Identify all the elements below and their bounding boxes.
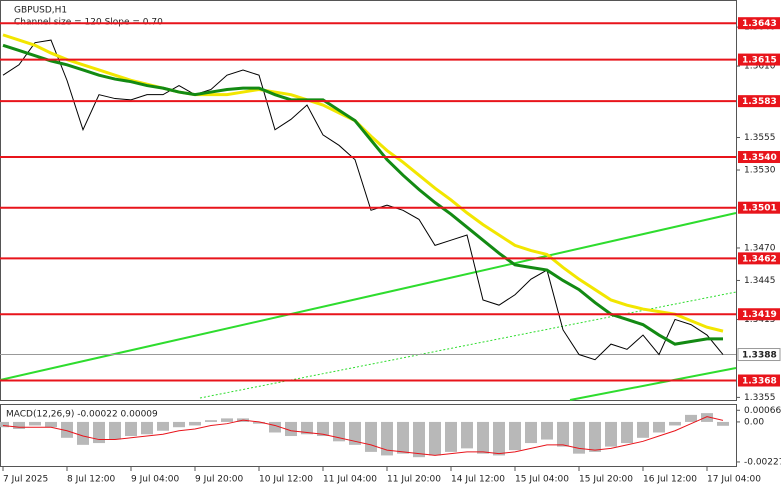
y-tick-label: 1.3470 bbox=[744, 243, 776, 253]
main-frame bbox=[0, 0, 737, 401]
macd-bar bbox=[349, 421, 361, 445]
macd-bar bbox=[317, 421, 329, 437]
level-label-box bbox=[738, 374, 780, 387]
macd-bar bbox=[637, 421, 649, 438]
macd-bar bbox=[429, 421, 441, 456]
level-label-box bbox=[738, 95, 780, 108]
macd-bar bbox=[109, 421, 121, 440]
x-tick-label: 9 Jul 04:00 bbox=[131, 475, 180, 485]
macd-bar bbox=[301, 421, 313, 435]
level-label-box bbox=[738, 17, 780, 30]
level-label: 1.3583 bbox=[742, 97, 777, 107]
macd-bar bbox=[413, 421, 425, 458]
macd-bar bbox=[669, 421, 681, 426]
x-tick-label: 10 Jul 12:00 bbox=[259, 475, 313, 485]
macd-bar bbox=[189, 421, 201, 426]
level-label: 1.3540 bbox=[742, 153, 777, 163]
level-label: 1.3368 bbox=[742, 377, 777, 387]
x-tick-label: 11 Jul 20:00 bbox=[387, 475, 441, 485]
macd-bar bbox=[397, 421, 409, 454]
level-label-box bbox=[738, 53, 780, 66]
current-price-label: 1.3388 bbox=[742, 351, 777, 361]
y-tick-label: 0.00066 bbox=[744, 406, 781, 416]
macd-bar bbox=[13, 421, 25, 429]
macd-bar bbox=[493, 421, 505, 456]
line-series bbox=[2, 43, 723, 346]
x-tick-label: 14 Jul 12:00 bbox=[451, 475, 505, 485]
macd-bar bbox=[61, 421, 73, 438]
x-tick-label: 11 Jul 04:00 bbox=[323, 475, 377, 485]
x-tick-label: 15 Jul 20:00 bbox=[579, 475, 633, 485]
trend-line bbox=[569, 367, 737, 401]
macd-bar bbox=[685, 414, 697, 422]
level-label: 1.3419 bbox=[742, 310, 777, 320]
y-tick-label: 1.3530 bbox=[744, 166, 776, 176]
macd-bar bbox=[45, 421, 57, 428]
level-label: 1.3643 bbox=[742, 19, 777, 29]
macd-bar bbox=[77, 421, 89, 445]
line-series bbox=[2, 39, 724, 361]
macd-bar bbox=[605, 421, 617, 447]
macd-bar bbox=[0, 421, 9, 428]
macd-bar bbox=[445, 421, 457, 452]
level-label-box bbox=[738, 151, 780, 164]
macd-bar bbox=[173, 421, 185, 428]
macd-bar bbox=[205, 420, 217, 422]
macd-title: MACD(12,26,9) -0.00022 0.00009 bbox=[6, 410, 158, 420]
x-tick-label: 17 Jul 04:00 bbox=[707, 475, 761, 485]
chart-title: GBPUSD,H1 bbox=[14, 6, 67, 16]
y-tick-label: 1.3445 bbox=[744, 276, 776, 286]
macd-bar bbox=[509, 421, 521, 451]
level-label: 1.3462 bbox=[742, 254, 777, 264]
macd-bar bbox=[333, 421, 345, 442]
macd-bar bbox=[541, 421, 553, 440]
macd-bar bbox=[221, 418, 233, 422]
macd-bar bbox=[477, 421, 489, 454]
macd-bar bbox=[381, 421, 393, 456]
level-label: 1.3501 bbox=[742, 204, 777, 214]
macd-bar bbox=[573, 421, 585, 454]
y-tick-label: 0.00 bbox=[744, 417, 764, 427]
level-label-box bbox=[738, 201, 780, 214]
macd-bar bbox=[461, 421, 473, 449]
macd-bar bbox=[589, 421, 601, 452]
x-tick-label: 15 Jul 04:00 bbox=[515, 475, 569, 485]
macd-bar bbox=[557, 421, 569, 447]
macd-bar bbox=[93, 421, 105, 444]
y-tick-label: 1.3610 bbox=[744, 62, 776, 72]
level-label-box bbox=[738, 308, 780, 321]
trend-line bbox=[0, 212, 737, 381]
macd-bar bbox=[157, 421, 169, 431]
macd-bar bbox=[701, 413, 713, 422]
macd-bar bbox=[365, 421, 377, 452]
macd-bar bbox=[525, 421, 537, 444]
x-tick-label: 16 Jul 12:00 bbox=[643, 475, 697, 485]
macd-bar bbox=[253, 421, 265, 424]
line-series bbox=[2, 416, 724, 456]
y-tick-label: 1.3355 bbox=[744, 393, 776, 403]
level-label-box bbox=[738, 252, 780, 265]
macd-bar bbox=[653, 421, 665, 433]
y-tick-label: 1.3555 bbox=[744, 133, 776, 143]
macd-bar bbox=[29, 421, 41, 426]
current-price-box bbox=[737, 348, 781, 362]
channel-line bbox=[199, 291, 737, 399]
y-tick-label: -0.00227 bbox=[744, 457, 781, 467]
macd-bar bbox=[125, 421, 137, 437]
x-tick-label: 7 Jul 2025 bbox=[3, 475, 48, 485]
x-tick-label: 9 Jul 20:00 bbox=[195, 475, 244, 485]
level-label: 1.3615 bbox=[742, 56, 777, 66]
macd-bar bbox=[285, 421, 297, 437]
macd-bar bbox=[141, 421, 153, 435]
x-tick-label: 8 Jul 12:00 bbox=[67, 475, 116, 485]
macd-frame bbox=[0, 404, 737, 467]
macd-bar bbox=[269, 421, 281, 433]
macd-bar bbox=[717, 421, 729, 426]
macd-bar bbox=[621, 421, 633, 444]
